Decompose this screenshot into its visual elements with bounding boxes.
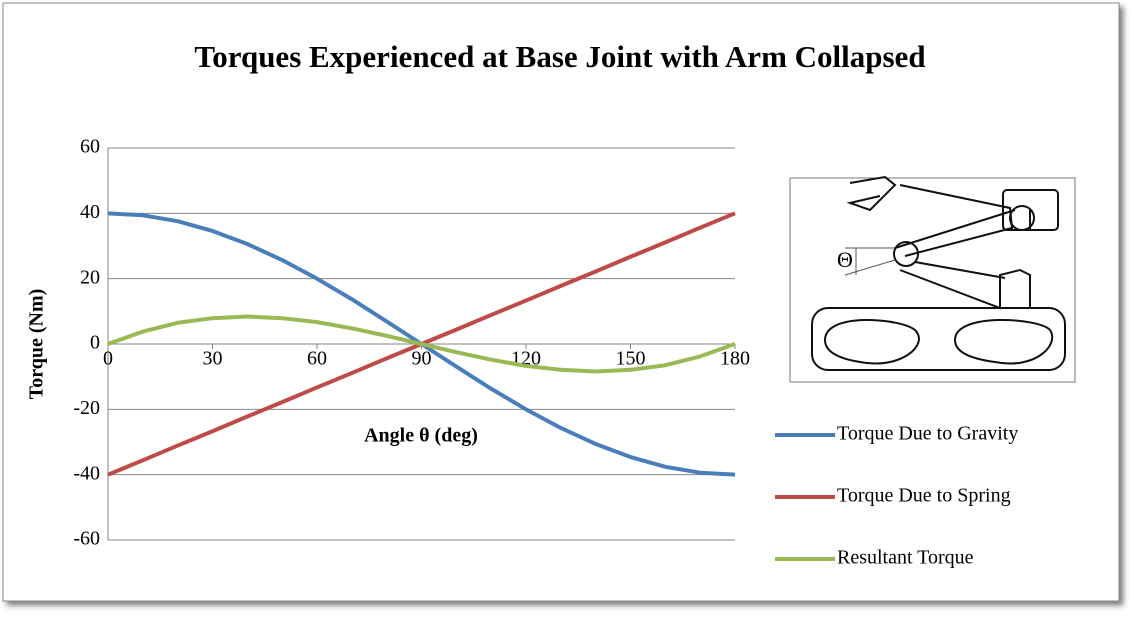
x-tick-label: 60 [307, 348, 327, 370]
y-tick-label: 40 [80, 201, 100, 223]
x-tick-label: 150 [616, 348, 646, 370]
legend-label: Torque Due to Spring [837, 485, 1011, 507]
x-tick-label: 30 [203, 348, 223, 370]
y-tick-label: 0 [90, 332, 100, 354]
y-tick-label: -20 [73, 397, 100, 419]
y-tick-label: -40 [73, 462, 100, 484]
y-tick-label: -60 [73, 528, 100, 550]
inset-label: Θ [837, 247, 853, 272]
x-tick-label: 180 [720, 348, 750, 370]
chart: Torques Experienced at Base Joint with A… [0, 0, 1134, 614]
chart-frame [3, 3, 1119, 601]
chart-title: Torques Experienced at Base Joint with A… [194, 39, 925, 74]
y-tick-label: 60 [80, 136, 100, 158]
legend-label: Torque Due to Gravity [837, 423, 1018, 445]
y-axis-title: Torque (Nm) [26, 289, 48, 400]
legend-label: Resultant Torque [837, 547, 974, 569]
y-tick-label: 20 [80, 266, 100, 288]
x-tick-label: 0 [103, 348, 113, 370]
x-axis-title: Angle θ (deg) [364, 425, 478, 447]
